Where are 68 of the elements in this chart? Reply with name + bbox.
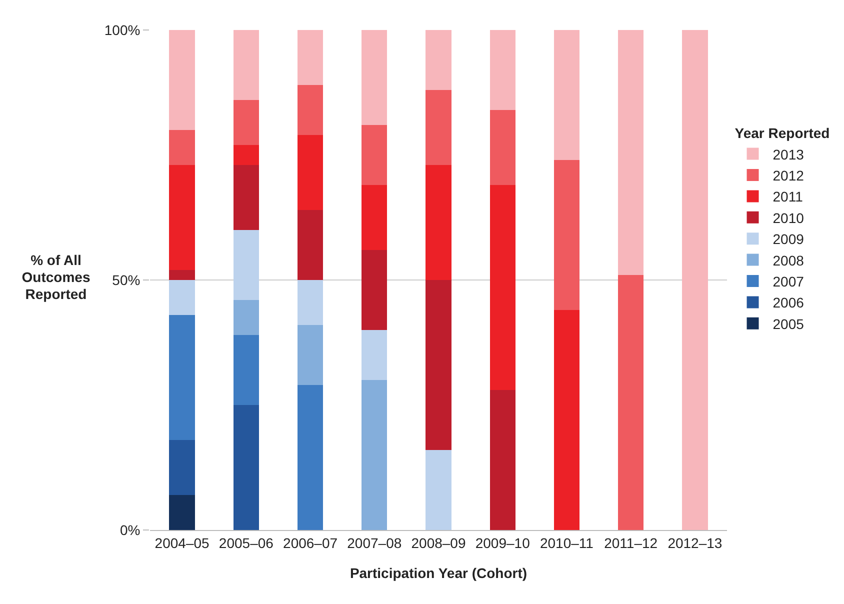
y-tick-label: 50% bbox=[112, 272, 140, 288]
y-tick-label: 0% bbox=[120, 522, 140, 538]
bar bbox=[297, 385, 324, 530]
legend-label: 2013 bbox=[772, 146, 804, 162]
bar bbox=[169, 440, 195, 495]
legend-label: 2011 bbox=[772, 188, 804, 205]
bar bbox=[362, 185, 388, 250]
legend-title: Year Reported bbox=[734, 125, 830, 142]
bar bbox=[554, 310, 580, 530]
bar bbox=[169, 30, 195, 130]
bar bbox=[233, 405, 259, 530]
bar bbox=[490, 390, 516, 530]
bar bbox=[233, 165, 259, 230]
bar bbox=[362, 125, 388, 185]
legend-label: 2012 bbox=[772, 167, 804, 184]
bar bbox=[554, 160, 580, 310]
bar bbox=[490, 110, 516, 185]
bar bbox=[297, 30, 324, 85]
x-tick-label: 2006–07 bbox=[283, 534, 338, 551]
bar bbox=[233, 300, 259, 335]
legend-label: 2007 bbox=[772, 273, 804, 290]
bar bbox=[233, 100, 259, 145]
bar bbox=[682, 30, 708, 530]
bar bbox=[297, 280, 324, 325]
x-tick-label: 2007–08 bbox=[347, 534, 402, 551]
bar bbox=[362, 380, 388, 530]
bar bbox=[362, 250, 388, 330]
bar bbox=[169, 130, 195, 165]
x-tick-label: 2012–13 bbox=[668, 534, 722, 551]
bar bbox=[297, 210, 324, 280]
x-tick-label: 2011–12 bbox=[604, 534, 658, 551]
bar bbox=[169, 270, 195, 280]
bar bbox=[426, 90, 452, 165]
bar bbox=[169, 315, 195, 440]
bar bbox=[426, 450, 452, 530]
x-tick-label: 2010–11 bbox=[540, 534, 594, 551]
bar bbox=[169, 280, 195, 315]
bar bbox=[426, 30, 452, 90]
bar bbox=[426, 165, 452, 280]
bar bbox=[490, 185, 516, 390]
x-axis-title: Participation Year (Cohort) bbox=[350, 565, 528, 582]
bar bbox=[618, 275, 644, 530]
x-tick-label: 2005–06 bbox=[218, 534, 274, 551]
bar bbox=[233, 145, 259, 165]
y-tick-label: 100% bbox=[104, 22, 140, 38]
bar bbox=[233, 30, 259, 100]
bar bbox=[169, 495, 195, 530]
bar bbox=[618, 30, 644, 275]
legend-label: 2006 bbox=[772, 294, 804, 311]
x-tick-label: 2004–05 bbox=[154, 534, 210, 551]
bar bbox=[362, 330, 388, 380]
bar bbox=[297, 325, 324, 385]
bar bbox=[297, 135, 324, 210]
legend-label: 2010 bbox=[772, 210, 804, 226]
legend-label: 2005 bbox=[772, 316, 804, 332]
bar bbox=[233, 335, 259, 405]
bar bbox=[426, 280, 452, 450]
bar bbox=[490, 30, 516, 110]
bar bbox=[233, 230, 259, 300]
y-axis-title: % of All Outcomes Reported bbox=[20, 252, 92, 303]
bar bbox=[554, 30, 580, 160]
legend-label: 2008 bbox=[772, 252, 804, 268]
bar bbox=[362, 30, 388, 125]
bar bbox=[297, 85, 324, 135]
legend-label: 2009 bbox=[772, 231, 804, 248]
x-tick-label: 2008–09 bbox=[411, 534, 466, 551]
x-tick-label: 2009–10 bbox=[475, 534, 530, 551]
bar bbox=[169, 165, 195, 270]
